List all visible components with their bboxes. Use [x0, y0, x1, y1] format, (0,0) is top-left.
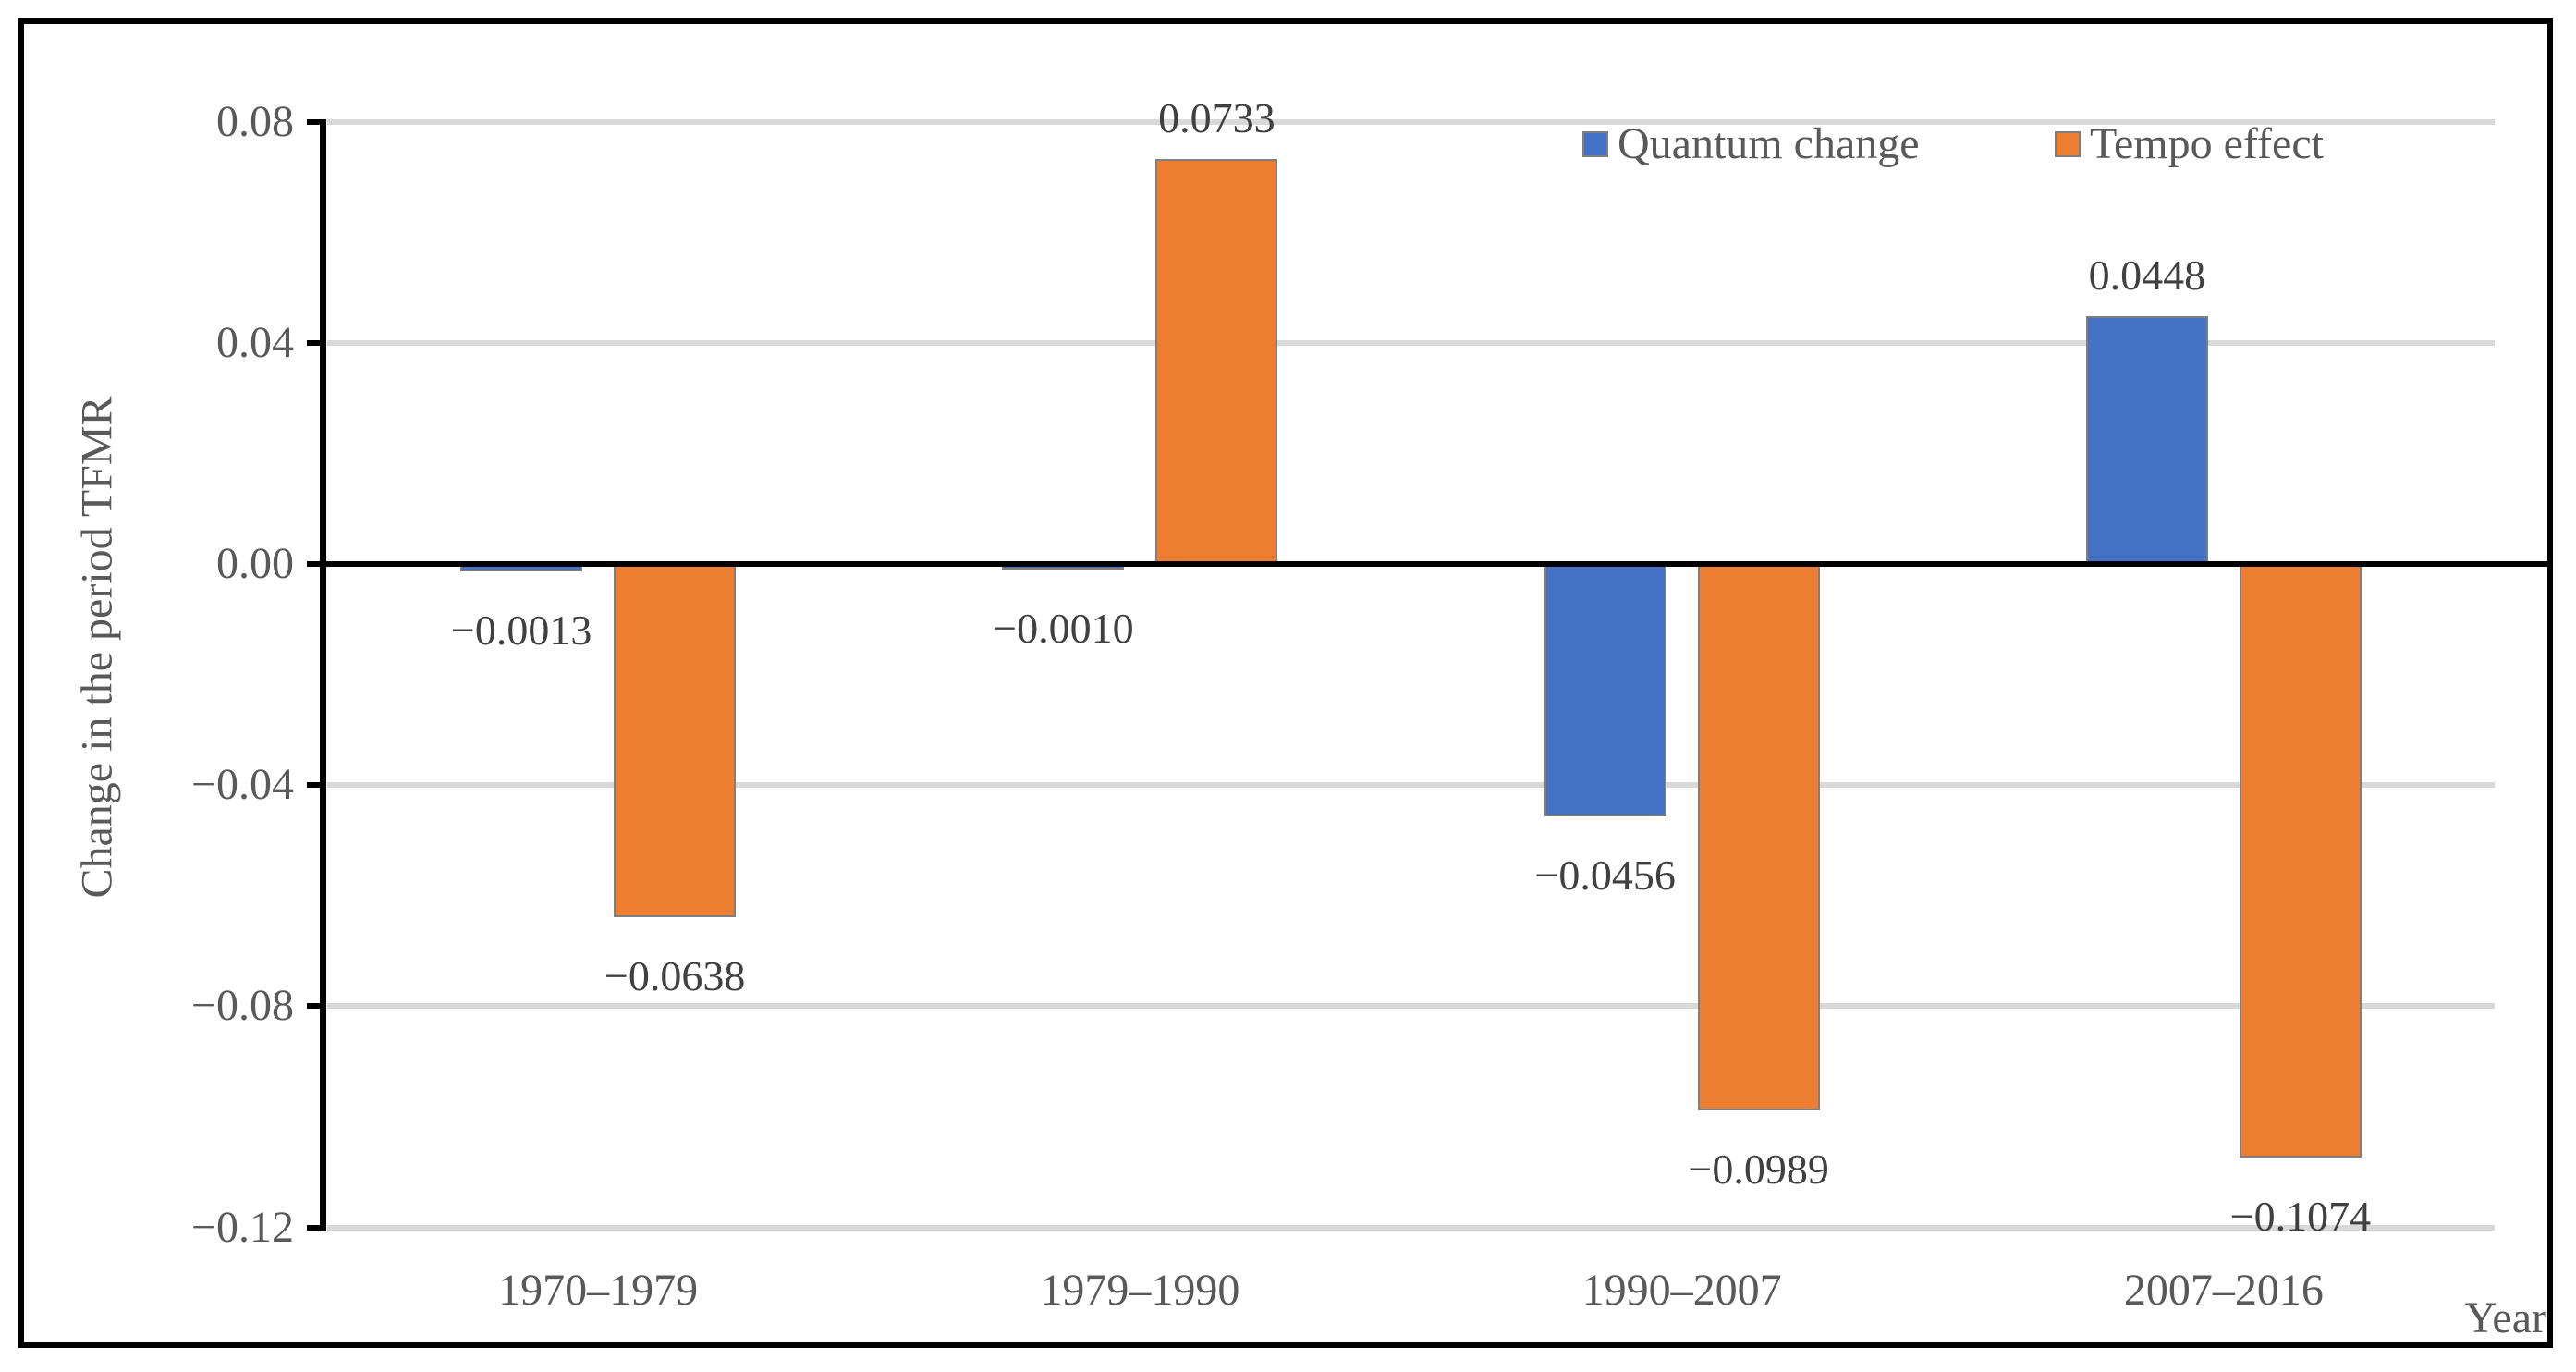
- y-axis-tick: [307, 1003, 322, 1010]
- y-axis-tick: [307, 561, 322, 567]
- bar-tempo-effect-1990-2007: [1697, 564, 1820, 1111]
- bar-tempo-effect-1979-1990: [1155, 158, 1278, 564]
- bar-tempo-effect-2007-2016: [2239, 564, 2362, 1158]
- bar-quantum-change-1990-2007: [1544, 564, 1666, 816]
- gridline: [327, 339, 2495, 346]
- data-label: −0.1074: [2229, 1193, 2372, 1241]
- legend-label-quantum-change: Quantum change: [1618, 119, 1920, 168]
- y-tick-label: 0.08: [216, 96, 294, 146]
- y-axis-line: [320, 119, 326, 1231]
- x-category-label: 1970–1979: [498, 1266, 699, 1315]
- data-label: −0.0010: [993, 605, 1134, 652]
- legend-swatch-quantum-change: [1582, 131, 1608, 157]
- gridline: [327, 782, 2495, 789]
- y-tick-label: −0.12: [190, 1202, 294, 1252]
- gridline: [327, 1003, 2495, 1010]
- x-axis-title: Year: [2464, 1293, 2546, 1342]
- y-axis-tick: [307, 118, 322, 125]
- data-label: 0.0448: [2088, 251, 2206, 300]
- legend-item-quantum-change: Quantum change: [1582, 118, 1920, 170]
- bar-tempo-effect-1970-1979: [614, 564, 737, 917]
- x-category-label: 1990–2007: [1581, 1266, 1782, 1315]
- data-label: −0.0013: [450, 606, 592, 654]
- data-label: −0.0989: [1688, 1145, 1829, 1194]
- gridline: [327, 118, 2495, 125]
- y-axis-tick: [307, 782, 322, 789]
- data-label: −0.0456: [1534, 851, 1676, 899]
- x-category-label: 2007–2016: [2123, 1266, 2324, 1315]
- y-axis-title: Change in the period TFMR: [72, 396, 122, 899]
- y-axis-tick: [307, 1224, 322, 1231]
- y-axis-tick: [307, 339, 322, 346]
- chart-outer-border: [18, 18, 2553, 1348]
- x-category-label: 1979–1990: [1040, 1266, 1240, 1315]
- legend-swatch-tempo-effect: [2055, 131, 2081, 157]
- gridline: [327, 1224, 2495, 1231]
- y-tick-label: 0.04: [216, 317, 294, 367]
- y-tick-label: 0.00: [216, 539, 294, 588]
- bar-quantum-change-2007-2016: [2085, 316, 2208, 564]
- legend-item-tempo-effect: Tempo effect: [2055, 118, 2324, 170]
- data-label: −0.0638: [604, 951, 746, 999]
- data-label: 0.0733: [1158, 93, 1276, 141]
- legend-label-tempo-effect: Tempo effect: [2090, 119, 2324, 168]
- y-tick-label: −0.04: [190, 760, 294, 810]
- zero-axis-line: [320, 561, 2551, 567]
- y-tick-label: −0.08: [190, 981, 294, 1031]
